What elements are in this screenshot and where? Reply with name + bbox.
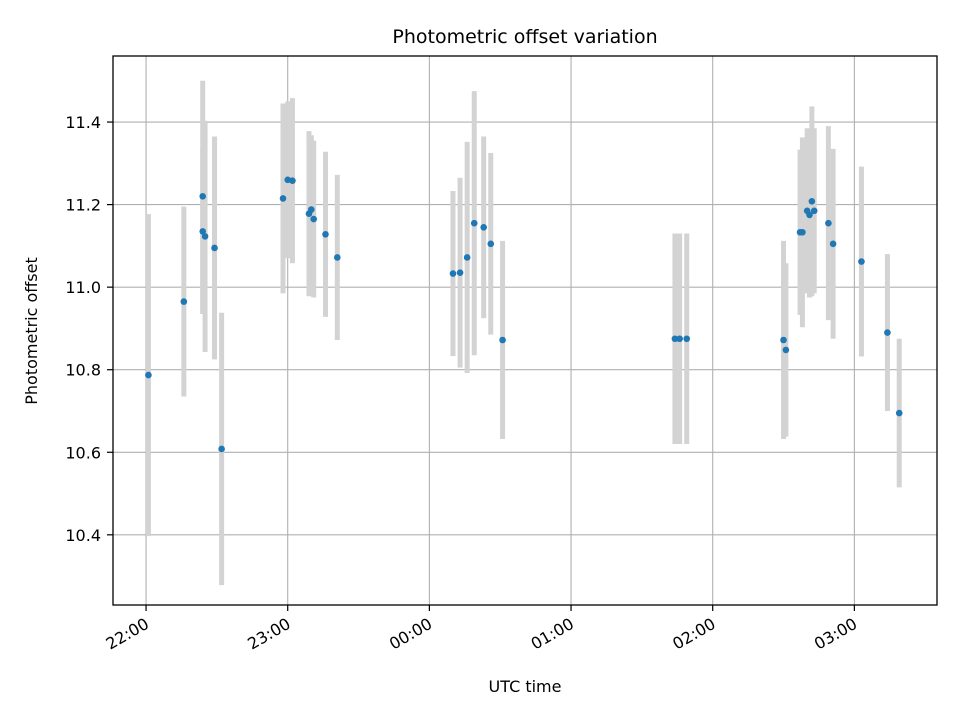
data-point bbox=[895, 409, 903, 417]
data-point bbox=[676, 335, 683, 343]
data-point bbox=[218, 445, 225, 453]
y-tick-label: 10.4 bbox=[65, 526, 101, 545]
data-point bbox=[799, 228, 806, 236]
data-point bbox=[333, 254, 341, 261]
y-axis-label: Photometric offset bbox=[22, 257, 41, 405]
data-point bbox=[199, 228, 207, 235]
data-point bbox=[211, 244, 218, 252]
y-tick-label: 11.2 bbox=[65, 196, 101, 215]
data-point bbox=[780, 336, 787, 344]
data-point bbox=[201, 233, 209, 240]
data-point bbox=[199, 193, 207, 200]
data-point bbox=[671, 335, 679, 343]
data-point bbox=[858, 258, 865, 265]
data-point bbox=[829, 240, 837, 248]
x-axis-label: UTC time bbox=[489, 677, 562, 696]
data-point bbox=[487, 240, 495, 248]
data-points bbox=[145, 176, 903, 453]
y-axis: 10.4 10.6 10.8 11.0 11.2 11.4 bbox=[65, 113, 113, 545]
data-point bbox=[308, 206, 315, 213]
data-point bbox=[470, 219, 478, 227]
data-point bbox=[683, 335, 691, 343]
data-point bbox=[810, 207, 818, 215]
data-point bbox=[180, 298, 188, 305]
chart-title: Photometric offset variation bbox=[392, 26, 657, 48]
data-point bbox=[825, 219, 832, 227]
data-point bbox=[289, 177, 296, 184]
plot-area-frame bbox=[112, 55, 938, 606]
data-point bbox=[322, 231, 329, 238]
y-tick-label: 10.8 bbox=[65, 361, 101, 380]
data-point bbox=[449, 270, 457, 277]
data-point bbox=[145, 371, 152, 379]
data-point bbox=[310, 215, 317, 223]
data-point bbox=[808, 197, 816, 205]
data-point bbox=[463, 254, 471, 261]
data-point bbox=[782, 346, 790, 354]
data-point bbox=[279, 195, 287, 202]
y-tick-label: 11.4 bbox=[65, 113, 101, 132]
y-tick-label: 10.6 bbox=[65, 443, 101, 462]
data-point bbox=[456, 269, 464, 277]
data-point bbox=[884, 329, 891, 336]
y-tick-label: 11.0 bbox=[65, 278, 101, 297]
data-point bbox=[806, 211, 813, 219]
data-point bbox=[480, 224, 487, 231]
data-point bbox=[499, 336, 506, 344]
